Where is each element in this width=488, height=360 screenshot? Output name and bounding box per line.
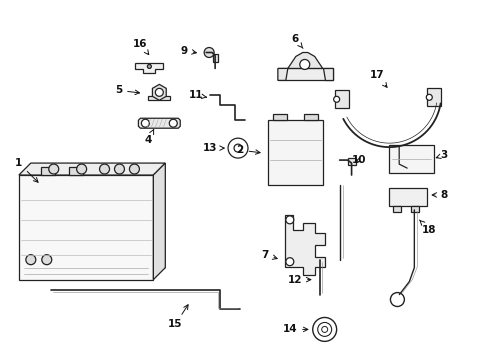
Text: 2: 2 <box>236 145 260 155</box>
Circle shape <box>285 258 293 266</box>
Text: 8: 8 <box>431 190 447 200</box>
Text: 3: 3 <box>435 150 447 160</box>
Polygon shape <box>152 84 166 100</box>
Bar <box>272 114 286 120</box>
Bar <box>213 54 218 62</box>
Text: 13: 13 <box>203 143 224 153</box>
Bar <box>388 145 433 173</box>
Circle shape <box>100 164 109 174</box>
Bar <box>334 90 348 108</box>
Circle shape <box>299 59 309 69</box>
Polygon shape <box>277 68 332 80</box>
Polygon shape <box>287 53 322 68</box>
Circle shape <box>203 48 214 58</box>
Bar <box>427 88 440 106</box>
Polygon shape <box>135 63 163 73</box>
Polygon shape <box>285 215 324 275</box>
Bar <box>393 206 401 212</box>
Circle shape <box>26 255 36 265</box>
Text: 15: 15 <box>168 305 188 329</box>
Polygon shape <box>31 163 165 268</box>
Circle shape <box>227 138 247 158</box>
Circle shape <box>317 323 331 336</box>
Circle shape <box>321 327 327 332</box>
Circle shape <box>129 164 139 174</box>
Circle shape <box>77 164 86 174</box>
Text: 11: 11 <box>188 90 206 100</box>
Text: 10: 10 <box>351 155 366 165</box>
Text: 1: 1 <box>15 158 38 182</box>
Circle shape <box>141 119 149 127</box>
Polygon shape <box>322 68 332 80</box>
Polygon shape <box>153 163 165 280</box>
Circle shape <box>155 88 163 96</box>
Text: 4: 4 <box>144 130 153 145</box>
Text: 6: 6 <box>290 33 303 48</box>
Circle shape <box>426 94 431 100</box>
Text: 17: 17 <box>369 71 386 87</box>
Circle shape <box>114 164 124 174</box>
Bar <box>267 120 322 185</box>
Text: 7: 7 <box>261 250 277 260</box>
Text: 9: 9 <box>180 45 196 55</box>
Bar <box>68 167 82 175</box>
Circle shape <box>333 96 339 102</box>
Text: 18: 18 <box>419 220 436 235</box>
Polygon shape <box>138 118 180 128</box>
Circle shape <box>389 293 404 306</box>
Bar <box>388 188 427 206</box>
Circle shape <box>49 164 59 174</box>
Bar <box>410 206 419 212</box>
Text: 5: 5 <box>115 85 139 95</box>
Bar <box>19 175 153 280</box>
Bar <box>41 167 55 175</box>
Circle shape <box>41 255 52 265</box>
Text: 12: 12 <box>287 275 310 285</box>
Circle shape <box>285 216 293 224</box>
Circle shape <box>312 318 336 341</box>
Polygon shape <box>148 96 170 100</box>
Bar <box>303 114 317 120</box>
Text: 14: 14 <box>282 324 307 334</box>
Circle shape <box>147 64 151 68</box>
Bar <box>347 158 355 165</box>
Polygon shape <box>277 68 287 80</box>
Polygon shape <box>19 163 165 175</box>
Circle shape <box>169 119 177 127</box>
Text: 16: 16 <box>133 39 148 55</box>
Circle shape <box>234 144 242 152</box>
